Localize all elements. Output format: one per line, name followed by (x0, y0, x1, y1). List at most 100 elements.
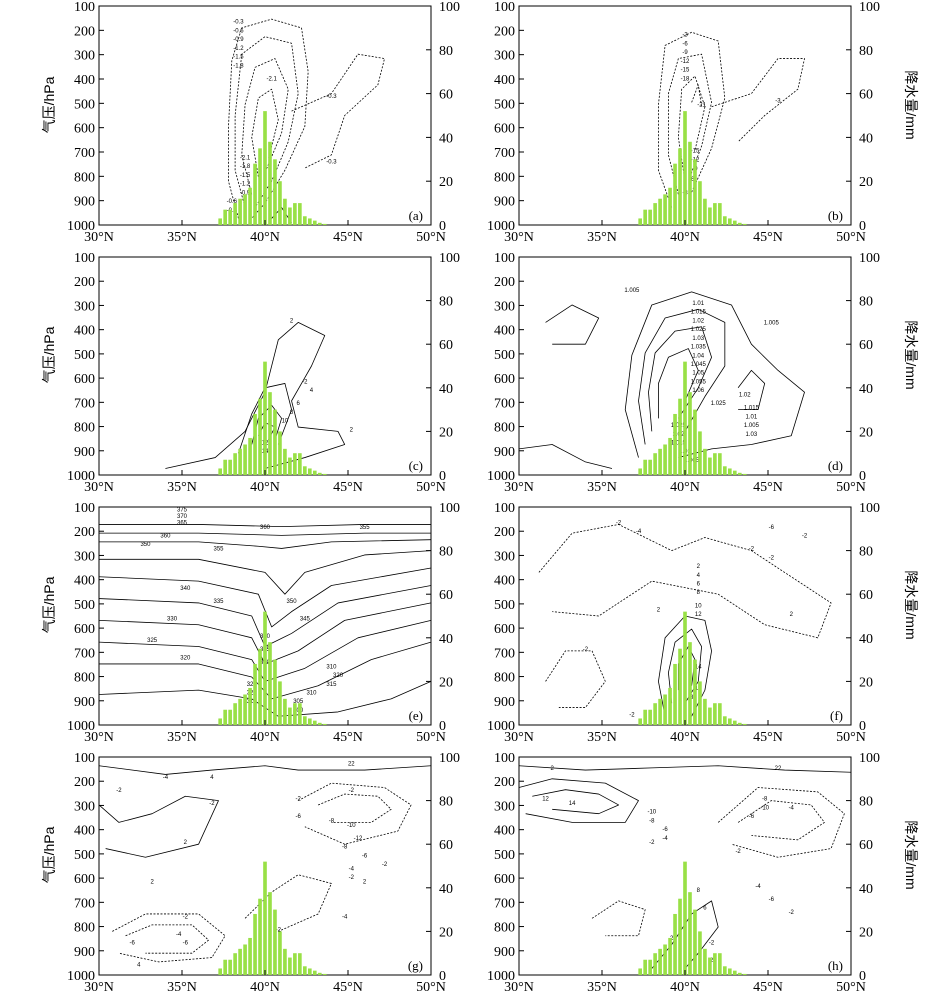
panel-2: 2-2468101214230°N35°N40°N45°N50°N1002003… (67, 251, 460, 495)
precip-bar (238, 448, 242, 475)
precip-bar (228, 209, 232, 225)
precip-bar (278, 181, 282, 225)
precip-tick-label: 80 (859, 295, 873, 310)
pressure-tick-label: 1000 (67, 219, 95, 234)
x-tick-label: 45°N (753, 730, 783, 745)
contour-label: 1.005 (684, 458, 700, 464)
contour-label: -2 (802, 534, 808, 540)
contour-label: -4 (342, 914, 348, 920)
pressure-tick-label: 100 (74, 751, 95, 766)
precip-tick-label: 40 (859, 131, 873, 146)
pressure-tick-label: 1000 (487, 219, 515, 234)
x-tick-label: 40°N (670, 230, 700, 245)
precip-bar (243, 944, 247, 975)
precip-bar (322, 723, 327, 725)
precip-tick-label: 100 (439, 751, 460, 766)
contour-label: 2 (184, 840, 188, 846)
contour-line (624, 291, 805, 458)
contour-line (99, 524, 431, 528)
contour-label: 6 (297, 401, 301, 407)
precip-bar (278, 931, 282, 975)
precip-tick-label: 0 (439, 969, 446, 984)
contour-label: 8 (290, 410, 294, 416)
precip-bar (278, 431, 282, 475)
contour-label: 1.01 (692, 301, 704, 307)
precip-bar (233, 703, 237, 725)
precip-tick-label: 20 (439, 425, 453, 440)
precip-bar (698, 681, 702, 725)
precip-bar (703, 448, 707, 475)
contour-label: -4 (755, 884, 761, 890)
contour-label: -4 (662, 836, 668, 842)
pressure-axis-title: 气压/hPa (41, 576, 57, 633)
contour-line (691, 84, 702, 107)
precip-bar (693, 909, 697, 975)
precip-bar (268, 642, 272, 725)
precip-bar (228, 459, 232, 475)
pressure-tick-label: 900 (494, 195, 515, 210)
contour-label: 325 (147, 638, 158, 644)
precip-bar (263, 611, 267, 725)
pressure-tick-label: 800 (74, 921, 95, 936)
precip-tick-label: 100 (859, 0, 880, 15)
contour-label: -6 (749, 814, 755, 820)
precip-bar (718, 203, 722, 225)
precip-axis-title: 降水量/mm (903, 570, 919, 639)
contour-label: -8 (762, 797, 768, 803)
contour-label: 8 (690, 695, 694, 701)
precip-bar (307, 218, 312, 225)
precip-bar (723, 716, 727, 725)
contour-label: 320 (247, 690, 258, 696)
precip-bar (648, 459, 652, 475)
contour-label: -6 (296, 814, 302, 820)
contour-label: -1.2 (233, 46, 244, 52)
contour-line (658, 31, 726, 208)
precip-bar (283, 948, 287, 975)
precip-tick-label: 40 (439, 632, 453, 647)
precip-tick-label: 60 (859, 88, 873, 103)
pressure-tick-label: 100 (494, 251, 515, 266)
precip-axis-title: 降水量/mm (903, 820, 919, 889)
precip-bar (718, 953, 722, 975)
precip-bar (723, 466, 727, 475)
contour-label: 4 (310, 388, 314, 394)
precip-bar (228, 709, 232, 725)
contour-label: 2 (790, 612, 794, 618)
precip-bar (648, 209, 652, 225)
x-tick-label: 30°N (84, 980, 114, 995)
x-tick-label: 45°N (333, 230, 363, 245)
precip-bar (258, 398, 262, 475)
precip-tick-label: 0 (439, 469, 446, 484)
contour-label: 1.025 (691, 327, 707, 333)
contour-label: 365 (177, 520, 188, 526)
precip-tick-label: 40 (439, 882, 453, 897)
precip-tick-label: 60 (439, 588, 453, 603)
pressure-tick-label: 500 (494, 97, 515, 112)
contour-label: 1.04 (692, 353, 704, 359)
contour-label: 14 (569, 801, 576, 807)
precip-bar (698, 931, 702, 975)
contour-label: 1.045 (691, 362, 707, 368)
precip-tick-label: 0 (439, 219, 446, 234)
precip-bar (698, 431, 702, 475)
contour-label: 1.03 (746, 432, 758, 438)
precip-bar (663, 694, 667, 725)
precip-bar (288, 207, 292, 225)
contour-line (99, 532, 431, 536)
precip-bar (243, 694, 247, 725)
pressure-tick-label: 400 (74, 73, 95, 88)
contour-label: 330 (167, 616, 178, 622)
panel-3: 1.005 1.01 1.015 1.02 1.025 1.03 1.035 1.04 1.04… (487, 251, 880, 495)
contour-line (711, 58, 805, 143)
contour-label: -8 (329, 818, 335, 824)
pressure-tick-label: 900 (74, 945, 95, 960)
precip-bar (243, 444, 247, 475)
panel-label: (g) (408, 958, 423, 973)
contour-label: 12 (695, 612, 702, 618)
x-tick-label: 40°N (250, 980, 280, 995)
precip-bar (638, 468, 643, 475)
contour-label: -6 (662, 827, 668, 833)
precip-bar (673, 913, 677, 975)
contour-line (532, 789, 619, 815)
precip-bar (688, 141, 692, 225)
